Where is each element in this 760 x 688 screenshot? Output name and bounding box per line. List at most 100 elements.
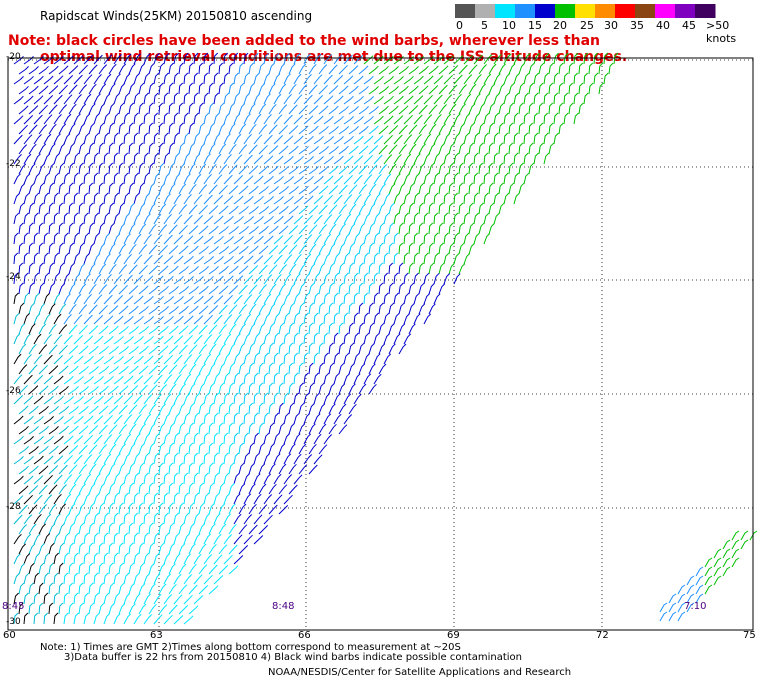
wind-barb <box>223 493 231 505</box>
wind-barb <box>528 82 534 95</box>
wind-barb <box>143 394 153 405</box>
wind-barb <box>338 64 348 75</box>
wind-barb <box>363 373 372 385</box>
wind-barb <box>128 162 134 175</box>
wind-barb <box>63 513 71 525</box>
wind-barb <box>413 133 422 145</box>
wind-barb <box>713 557 722 568</box>
wind-barb <box>578 62 584 75</box>
wind-barb <box>318 322 324 335</box>
wind-barb <box>433 212 439 225</box>
wind-barb <box>78 602 84 615</box>
wind-barb <box>318 382 325 395</box>
wind-barb <box>128 243 137 255</box>
wind-barb <box>123 414 133 425</box>
wind-barb <box>233 353 240 365</box>
wind-barb <box>218 343 226 355</box>
wind-barb <box>183 295 194 305</box>
wind-barb <box>258 264 268 275</box>
wind-barb <box>383 95 394 105</box>
wind-barb <box>458 123 465 135</box>
wind-barb <box>358 342 365 355</box>
wind-barb <box>258 124 268 135</box>
wind-barb <box>103 356 114 365</box>
wind-barb <box>438 262 445 275</box>
wind-barb <box>93 192 99 205</box>
wind-barb <box>68 103 77 115</box>
wind-barb <box>133 413 142 425</box>
wind-barb <box>303 392 310 405</box>
wind-barb <box>238 144 248 155</box>
wind-barb <box>173 512 179 525</box>
wind-barb <box>438 283 446 295</box>
wind-barb <box>298 224 308 235</box>
wind-barb <box>528 142 534 155</box>
wind-barb <box>408 163 416 175</box>
wind-barb <box>473 113 480 125</box>
wind-barb <box>83 415 94 425</box>
lat-label: -30 <box>6 617 21 627</box>
wind-barb <box>198 344 207 355</box>
wind-barb <box>548 142 554 155</box>
wind-barb <box>443 192 449 205</box>
wind-barb <box>368 86 379 95</box>
wind-barb <box>43 334 52 345</box>
wind-barb <box>318 64 328 75</box>
wind-barb <box>123 192 129 205</box>
wind-barb <box>213 256 224 265</box>
wind-barb <box>193 373 201 385</box>
wind-barb <box>98 304 108 315</box>
wind-barb <box>203 72 209 85</box>
wind-barb <box>573 92 579 105</box>
wind-barb <box>33 455 44 465</box>
wind-barb <box>433 272 440 285</box>
wind-barb <box>198 543 207 555</box>
wind-barb <box>228 442 234 455</box>
wind-barb <box>363 96 374 105</box>
wind-barb <box>43 172 50 185</box>
wind-barb <box>88 162 94 175</box>
wind-barb <box>118 264 128 275</box>
wind-barb <box>468 64 478 75</box>
wind-barb <box>133 53 141 65</box>
wind-barb <box>378 242 384 255</box>
wind-barb <box>68 582 74 595</box>
wind-barb <box>13 272 19 285</box>
wind-barb <box>298 302 305 315</box>
wind-barb <box>63 192 69 205</box>
wind-barb <box>308 185 319 195</box>
wind-barb <box>353 116 364 125</box>
wind-barb <box>148 522 154 535</box>
wind-barb <box>133 453 140 465</box>
wind-barb <box>103 274 112 285</box>
wind-barb <box>278 422 285 435</box>
wind-barb <box>253 493 262 505</box>
wind-barb <box>458 84 467 95</box>
wind-barb <box>103 315 114 325</box>
wind-barb <box>83 132 90 145</box>
wind-barb <box>138 305 149 315</box>
wind-barb <box>353 292 359 305</box>
wind-barb <box>323 214 333 225</box>
wind-barb <box>58 602 64 615</box>
wind-barb <box>113 473 120 485</box>
wind-barb <box>493 112 499 125</box>
wind-barb <box>108 405 119 415</box>
wind-barb <box>433 94 443 105</box>
wind-barb <box>188 482 194 495</box>
wind-barb <box>188 163 196 175</box>
wind-barb <box>83 572 89 585</box>
wind-barb <box>488 122 494 135</box>
wind-barb <box>288 302 295 315</box>
wind-barb <box>68 324 78 335</box>
wind-barb <box>43 75 54 85</box>
wind-barb <box>408 323 416 335</box>
wind-barb <box>93 132 99 145</box>
wind-barb <box>233 555 244 565</box>
wind-barb <box>283 215 294 225</box>
wind-barb <box>293 234 303 245</box>
wind-barb <box>328 302 334 315</box>
wind-barb <box>523 92 529 105</box>
wind-barb <box>33 415 44 425</box>
wind-barb <box>323 136 334 145</box>
